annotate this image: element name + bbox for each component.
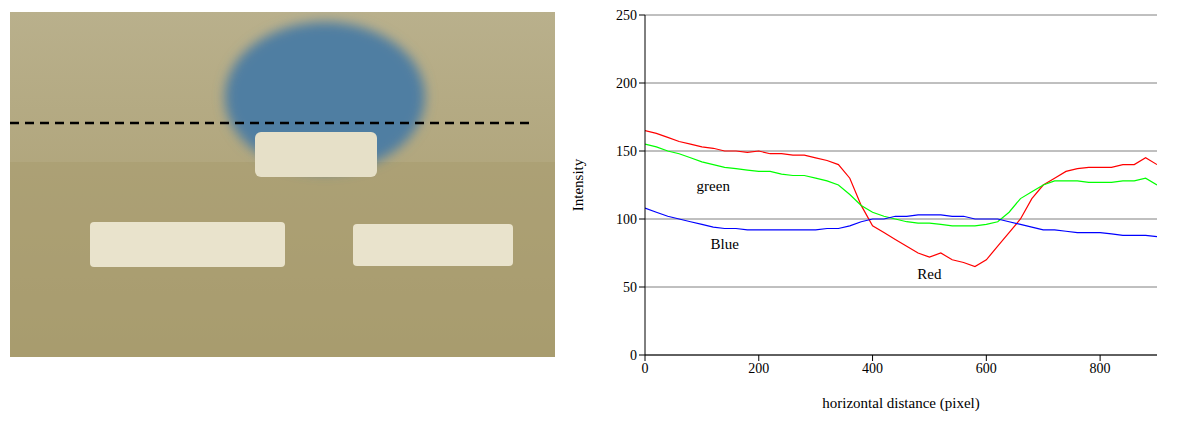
svg-text:green: green [697,178,731,194]
svg-text:50: 50 [623,280,637,295]
svg-text:0: 0 [642,361,649,376]
svg-text:Red: Red [917,266,942,282]
svg-text:150: 150 [616,144,637,159]
svg-text:600: 600 [976,361,997,376]
svg-text:250: 250 [616,8,637,23]
svg-text:horizontal distance (pixel): horizontal distance (pixel) [822,395,979,412]
svg-text:0: 0 [630,348,637,363]
svg-text:100: 100 [616,212,637,227]
svg-text:400: 400 [862,361,883,376]
svg-text:200: 200 [748,361,769,376]
svg-text:800: 800 [1090,361,1111,376]
svg-text:Intensity: Intensity [570,158,586,211]
svg-text:Blue: Blue [710,236,739,252]
svg-text:200: 200 [616,76,637,91]
